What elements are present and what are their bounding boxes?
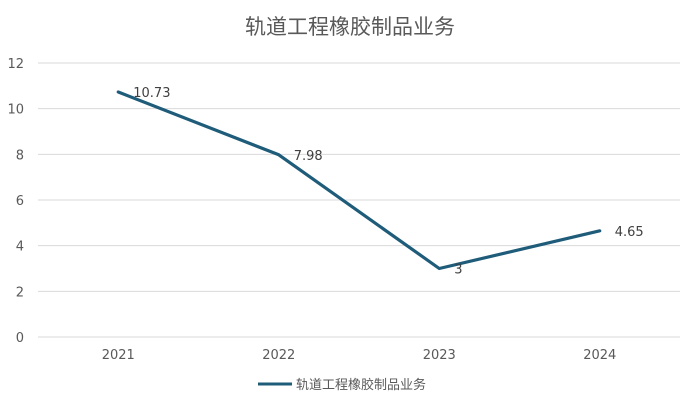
- y-tick-label: 2: [16, 285, 24, 300]
- series-lines: [116, 90, 602, 271]
- y-tick-label: 4: [16, 240, 24, 255]
- y-tick-label: 12: [7, 57, 24, 72]
- legend: 轨道工程橡胶制品业务: [258, 377, 426, 393]
- data-labels: 10.73 7.98 3 4.65: [133, 86, 643, 278]
- y-tick-label: 8: [16, 148, 24, 163]
- x-tick-label: 2024: [583, 348, 616, 363]
- y-tick-label: 0: [16, 331, 24, 346]
- data-label: 7.98: [294, 149, 323, 164]
- y-tick-label: 10: [7, 103, 24, 118]
- series-line: [116, 90, 602, 271]
- data-label: 10.73: [133, 86, 170, 101]
- y-axis-tick-labels: 0 2 4 6 8 10 12: [7, 57, 24, 346]
- y-tick-label: 6: [16, 194, 24, 209]
- x-tick-label: 2023: [423, 348, 456, 363]
- legend-label: 轨道工程橡胶制品业务: [296, 377, 426, 393]
- x-tick-label: 2021: [102, 348, 135, 363]
- chart-title: 轨道工程橡胶制品业务: [245, 15, 455, 39]
- x-tick-label: 2022: [262, 348, 295, 363]
- gridlines: [38, 62, 680, 338]
- data-label: 3: [454, 263, 462, 278]
- x-axis-tick-labels: 2021 2022 2023 2024: [102, 348, 617, 363]
- data-label: 4.65: [615, 225, 644, 240]
